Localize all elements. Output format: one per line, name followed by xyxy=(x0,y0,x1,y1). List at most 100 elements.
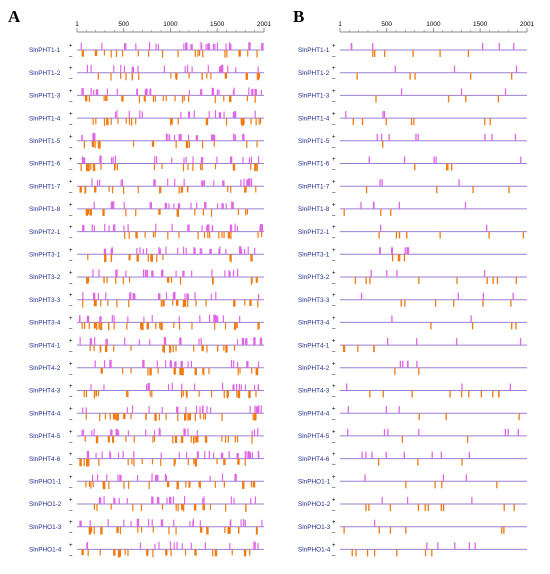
minus-strand-site xyxy=(137,186,139,194)
plus-strand-site xyxy=(222,180,225,187)
minus-strand-site xyxy=(137,50,139,57)
plus-strand-site xyxy=(249,405,251,414)
minus-strand-site xyxy=(227,526,229,534)
plus-strand-site xyxy=(190,202,192,209)
plus-strand-site xyxy=(396,270,398,277)
minus-strand-site xyxy=(112,435,115,444)
minus-strand-site xyxy=(471,322,474,330)
plus-strand-site xyxy=(82,224,85,232)
plus-strand-site xyxy=(251,452,254,459)
minus-strand-site xyxy=(401,435,404,443)
plus-strand-site xyxy=(161,406,163,414)
minus-strand-site xyxy=(98,322,100,330)
minus-strand-site xyxy=(151,458,154,465)
plus-strand-sign: + xyxy=(332,271,336,277)
minus-strand-site xyxy=(201,345,204,352)
minus-strand-site xyxy=(395,231,398,239)
minus-strand-sign: – xyxy=(69,463,73,469)
minus-strand-site xyxy=(86,277,89,284)
minus-strand-site xyxy=(233,322,237,330)
plus-strand-site xyxy=(206,225,208,232)
minus-strand-site xyxy=(159,322,161,329)
minus-strand-site xyxy=(180,367,183,375)
minus-strand-site xyxy=(417,458,419,466)
gene-label: SlnPHT4-4 xyxy=(29,410,61,417)
gene-label: SlnPHT1-6 xyxy=(29,161,61,168)
plus-strand-site xyxy=(144,269,147,277)
minus-strand-site xyxy=(250,118,252,125)
plus-strand-site xyxy=(207,224,210,232)
plus-strand-site xyxy=(244,384,246,391)
minus-strand-site xyxy=(257,72,259,81)
plus-strand-site xyxy=(126,407,128,414)
plus-strand-site xyxy=(483,270,486,277)
gene-row: SlnPHT3-4 + – xyxy=(29,314,264,332)
plus-strand-site xyxy=(418,428,420,436)
plus-strand-site xyxy=(138,339,141,346)
minus-strand-site xyxy=(128,299,130,308)
minus-strand-site xyxy=(144,95,146,103)
plus-strand-site xyxy=(136,88,138,96)
plus-strand-site xyxy=(92,292,96,300)
minus-strand-site xyxy=(140,322,143,330)
plus-strand-site xyxy=(260,405,262,414)
minus-strand-site xyxy=(93,345,95,352)
minus-strand-site xyxy=(131,458,133,465)
minus-strand-site xyxy=(88,95,91,102)
plus-strand-site xyxy=(517,428,520,436)
plus-strand-site xyxy=(229,271,231,277)
minus-strand-site xyxy=(180,186,182,193)
minus-strand-site xyxy=(194,435,196,443)
minus-strand-site xyxy=(254,95,256,103)
minus-strand-site xyxy=(460,390,463,398)
plus-strand-site xyxy=(209,475,211,482)
plus-strand-site xyxy=(351,43,353,50)
minus-strand-site xyxy=(503,504,505,511)
plus-strand-site xyxy=(86,542,88,550)
minus-strand-site xyxy=(229,254,231,262)
plus-strand-sign: + xyxy=(69,248,73,254)
plus-strand-site xyxy=(153,179,156,187)
minus-strand-site xyxy=(145,413,147,420)
plus-strand-site xyxy=(109,450,111,459)
plus-strand-sign: + xyxy=(332,134,336,140)
plus-strand-site xyxy=(201,88,203,96)
plus-strand-site xyxy=(407,247,410,255)
minus-strand-sign: – xyxy=(332,349,336,355)
plus-strand-site xyxy=(143,316,145,323)
plus-strand-site xyxy=(371,451,373,459)
plus-strand-site xyxy=(417,133,419,141)
minus-strand-site xyxy=(368,504,370,511)
plus-strand-site xyxy=(180,111,182,119)
minus-strand-site xyxy=(465,95,467,103)
plus-strand-site xyxy=(254,110,256,119)
minus-strand-site xyxy=(204,413,207,420)
plus-strand-site xyxy=(233,87,235,96)
plus-strand-site xyxy=(216,156,218,164)
minus-strand-site xyxy=(94,299,97,307)
plus-strand-site xyxy=(233,498,235,504)
plus-strand-site xyxy=(261,519,263,527)
plus-strand-site xyxy=(103,360,106,368)
minus-strand-site xyxy=(182,504,184,512)
plus-strand-site xyxy=(228,451,230,459)
minus-strand-site xyxy=(188,140,190,148)
plus-strand-site xyxy=(460,88,463,96)
plus-strand-site xyxy=(235,67,237,73)
plus-strand-site xyxy=(188,111,190,119)
minus-strand-site xyxy=(162,345,165,352)
plus-strand-site xyxy=(163,337,167,346)
plus-strand-site xyxy=(208,111,210,119)
minus-strand-site xyxy=(170,345,172,353)
minus-strand-site xyxy=(255,277,257,283)
minus-strand-site xyxy=(257,322,259,331)
gene-row: SlnPHT3-1+ – xyxy=(298,247,527,264)
minus-strand-site xyxy=(186,390,188,399)
minus-strand-sign: – xyxy=(69,531,73,537)
minus-strand-site xyxy=(191,322,193,330)
plus-strand-site xyxy=(128,110,130,119)
plus-strand-site xyxy=(136,518,140,527)
minus-strand-site xyxy=(430,322,432,330)
minus-strand-site xyxy=(255,526,258,535)
plus-strand-site xyxy=(184,293,186,300)
